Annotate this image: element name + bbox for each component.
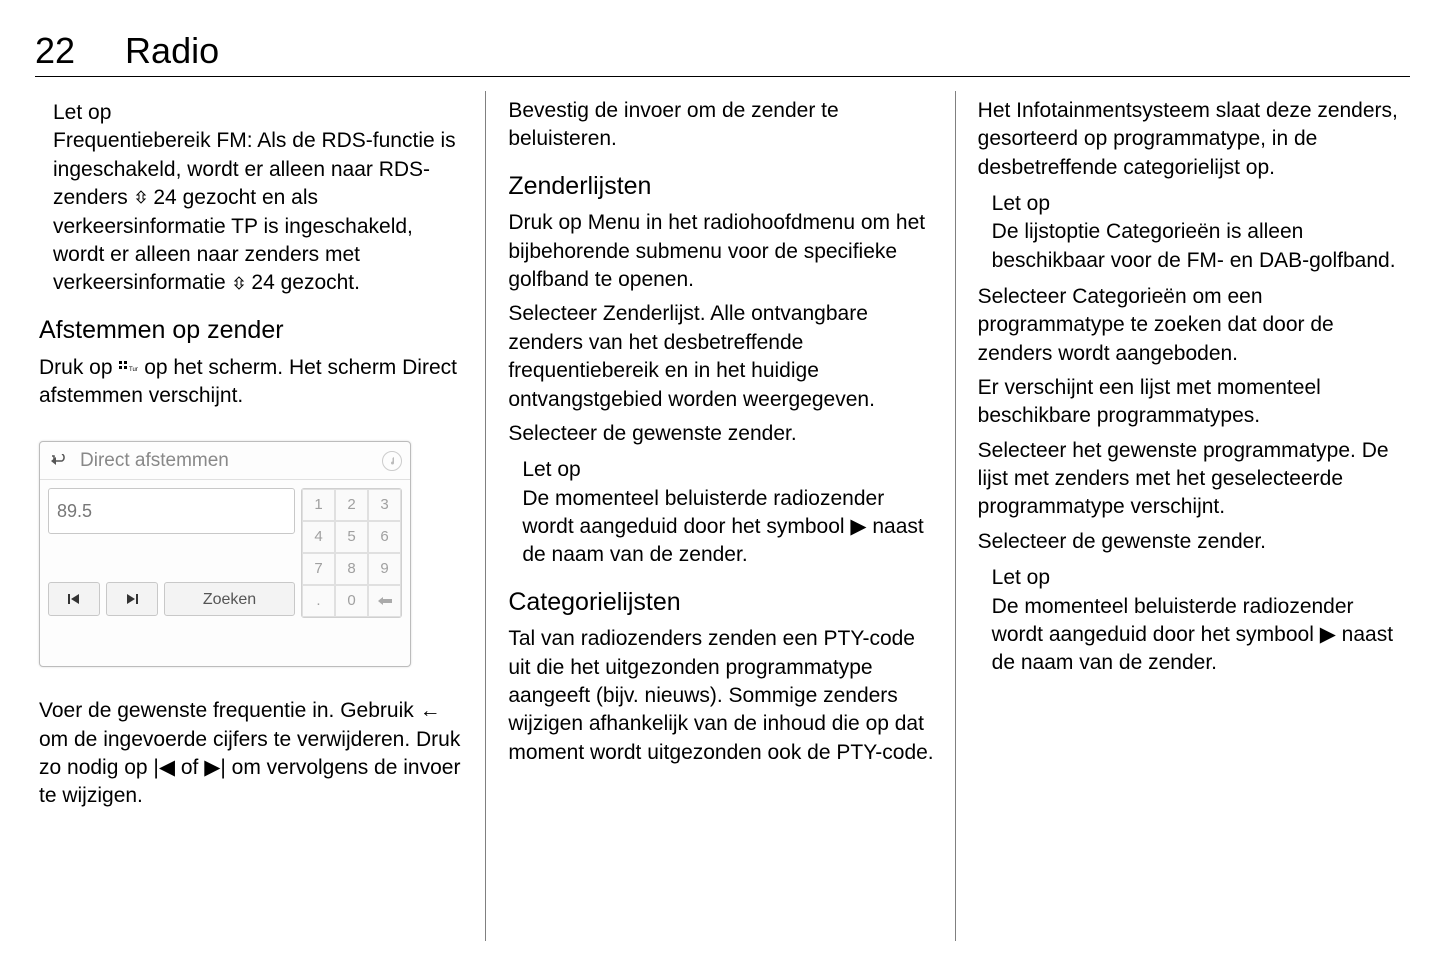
note-heading: Let op bbox=[522, 456, 936, 484]
note-playing-indicator: Let op De momenteel beluisterde radiozen… bbox=[522, 456, 936, 569]
frequency-input[interactable]: 89.5 bbox=[48, 488, 295, 534]
content-columns: Let op Frequentiebereik FM: Als de RDS-f… bbox=[35, 91, 1410, 941]
note-xref: 24 bbox=[148, 186, 177, 209]
note-body: De momenteel beluisterde radiozen­der wo… bbox=[992, 595, 1393, 675]
xref-icon bbox=[232, 270, 246, 298]
paragraph-select-zender: Selecteer de gewenste zender. bbox=[978, 528, 1406, 556]
note-xref: 24 gezocht. bbox=[246, 271, 360, 294]
prev-button[interactable] bbox=[48, 582, 100, 616]
page-header: 22 Radio bbox=[35, 30, 1410, 77]
text-part: Druk op bbox=[39, 356, 118, 379]
paragraph-druk: Druk op Tune op het scherm. Het scherm D… bbox=[39, 354, 467, 411]
key-7[interactable]: 7 bbox=[302, 553, 335, 585]
paragraph-select-gewenst: Selecteer het gewenste programma­type. D… bbox=[978, 437, 1406, 522]
key-3[interactable]: 3 bbox=[368, 489, 401, 521]
screenshot-title: Direct afstemmen bbox=[80, 448, 382, 474]
screenshot-titlebar: Direct afstemmen bbox=[40, 442, 410, 481]
back-icon[interactable] bbox=[48, 452, 70, 470]
paragraph-druk-menu: Druk op Menu in het radiohoofdmenu om he… bbox=[508, 209, 936, 294]
paragraph-verschijnt: Er verschijnt een lijst met momenteel be… bbox=[978, 374, 1406, 431]
music-icon[interactable] bbox=[382, 451, 402, 471]
note-fm-rds: Let op Frequentiebereik FM: Als de RDS-f… bbox=[53, 99, 467, 298]
search-button[interactable]: Zoeken bbox=[164, 582, 295, 616]
note-heading: Let op bbox=[992, 190, 1406, 218]
key-9[interactable]: 9 bbox=[368, 553, 401, 585]
key-backspace[interactable] bbox=[368, 585, 401, 617]
note-heading: Let op bbox=[53, 99, 467, 127]
paragraph-bevestig: Bevestig de invoer om de zender te belui… bbox=[508, 97, 936, 154]
note-categories-availability: Let op De lijstoptie Categorieën is alle… bbox=[992, 190, 1406, 275]
note-heading: Let op bbox=[992, 564, 1406, 592]
column-2: Bevestig de invoer om de zender te belui… bbox=[486, 91, 955, 941]
direct-tune-screenshot: Direct afstemmen 89.5 bbox=[39, 441, 411, 668]
heading-categorielijsten: Categorielijsten bbox=[508, 586, 936, 620]
xref-icon bbox=[134, 184, 148, 212]
screenshot-body: 89.5 Zoeken bbox=[40, 480, 410, 666]
key-2[interactable]: 2 bbox=[335, 489, 368, 521]
key-0[interactable]: 0 bbox=[335, 585, 368, 617]
column-3: Het Infotainmentsysteem slaat deze zende… bbox=[956, 91, 1410, 941]
note-body: De lijstoptie Categorieën is alleen besc… bbox=[992, 220, 1396, 271]
heading-zenderlijsten: Zenderlijsten bbox=[508, 170, 936, 204]
next-button[interactable] bbox=[106, 582, 158, 616]
key-4[interactable]: 4 bbox=[302, 521, 335, 553]
numeric-keypad: 1 2 3 4 5 6 7 8 9 . 0 bbox=[301, 488, 402, 618]
paragraph-voer: Voer de gewenste frequentie in. Gebruik … bbox=[39, 697, 467, 810]
page-number: 22 bbox=[35, 30, 75, 72]
paragraph-infotainment: Het Infotainmentsysteem slaat deze zende… bbox=[978, 97, 1406, 182]
note-body: De momenteel beluisterde radiozen­der wo… bbox=[522, 487, 923, 567]
paragraph-selecteer-gewenste: Selecteer de gewenste zender. bbox=[508, 420, 936, 448]
screenshot-controls: Zoeken bbox=[48, 582, 295, 618]
screenshot-row-top: 89.5 Zoeken bbox=[48, 488, 402, 618]
paragraph-selecteer-zenderlijst: Selecteer Zenderlijst. Alle ontvang­bare… bbox=[508, 300, 936, 413]
key-dot[interactable]: . bbox=[302, 585, 335, 617]
key-8[interactable]: 8 bbox=[335, 553, 368, 585]
key-5[interactable]: 5 bbox=[335, 521, 368, 553]
key-6[interactable]: 6 bbox=[368, 521, 401, 553]
tune-icon: Tune bbox=[118, 354, 138, 382]
manual-page: 22 Radio Let op Frequentiebereik FM: Als… bbox=[0, 0, 1445, 966]
paragraph-select-categories: Selecteer Categorieën om een programmaty… bbox=[978, 283, 1406, 368]
heading-afstemmen: Afstemmen op zender bbox=[39, 314, 467, 348]
page-title: Radio bbox=[125, 30, 219, 72]
paragraph-pty: Tal van radiozenders zenden een PTY-code… bbox=[508, 625, 936, 767]
note-playing-indicator-2: Let op De momenteel beluisterde radiozen… bbox=[992, 564, 1406, 677]
column-1: Let op Frequentiebereik FM: Als de RDS-f… bbox=[35, 91, 486, 941]
key-1[interactable]: 1 bbox=[302, 489, 335, 521]
